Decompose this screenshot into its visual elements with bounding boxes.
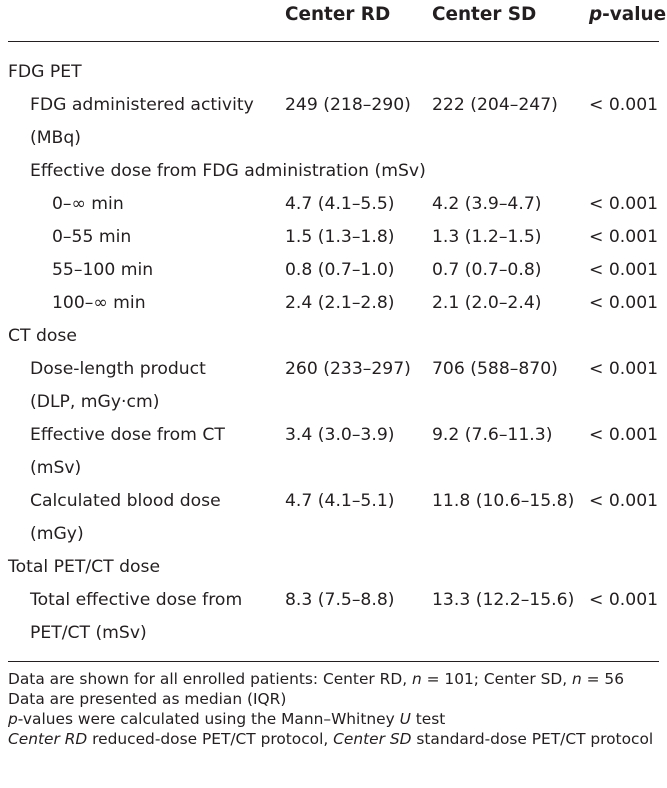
cell-p-value: < 0.001 xyxy=(589,95,659,115)
cell-center-sd: 1.3 (1.2–1.5) xyxy=(432,227,542,247)
table-row: FDG PET xyxy=(0,56,667,89)
table-row: FDG administered activity 249 (218–290) 22… xyxy=(0,89,667,122)
row-label: (mSv) xyxy=(30,458,82,478)
table-row: (MBq) xyxy=(0,122,667,155)
row-label: PET/CT (mSv) xyxy=(30,623,147,643)
cell-center-rd: 1.5 (1.3–1.8) xyxy=(285,227,395,247)
row-label: Total effective dose from xyxy=(30,590,243,610)
row-label: FDG administered activity xyxy=(30,95,254,115)
row-label: (mGy) xyxy=(30,524,84,544)
cell-center-rd: 0.8 (0.7–1.0) xyxy=(285,260,395,280)
table-row: (mGy) xyxy=(0,518,667,551)
cell-center-rd: 260 (233–297) xyxy=(285,359,411,379)
table-row: CT dose xyxy=(0,320,667,353)
table-row: 0–55 min 1.5 (1.3–1.8) 1.3 (1.2–1.5) < 0.00… xyxy=(0,221,667,254)
cell-center-sd: 9.2 (7.6–11.3) xyxy=(432,425,553,445)
row-label: Dose-length product xyxy=(30,359,206,379)
footnote-sample-sizes: Data are shown for all enrolled patients… xyxy=(8,670,625,688)
row-label: CT dose xyxy=(8,326,77,346)
cell-p-value: < 0.001 xyxy=(589,491,659,511)
cell-center-rd: 2.4 (2.1–2.8) xyxy=(285,293,395,313)
footnote-median-iqr: Data are presented as median (IQR) xyxy=(8,690,287,708)
table-row: 100–∞ min 2.4 (2.1–2.8) 2.1 (2.0–2.4) < 0.0… xyxy=(0,287,667,320)
cell-p-value: < 0.001 xyxy=(589,590,659,610)
table-row: Total PET/CT dose xyxy=(0,551,667,584)
row-label: Effective dose from FDG administration (… xyxy=(30,161,426,181)
row-label: Total PET/CT dose xyxy=(8,557,161,577)
cell-center-sd: 222 (204–247) xyxy=(432,95,558,115)
cell-p-value: < 0.001 xyxy=(589,260,659,280)
table-row: Effective dose from FDG administration (… xyxy=(0,155,667,188)
table-bottom-rule xyxy=(8,661,659,662)
cell-p-value: < 0.001 xyxy=(589,359,659,379)
row-label: (DLP, mGy·cm) xyxy=(30,392,160,412)
header-center-sd: Center SD xyxy=(432,4,537,25)
header-p-rest: -value xyxy=(602,4,667,25)
table-row: PET/CT (mSv) xyxy=(0,617,667,650)
cell-center-sd: 2.1 (2.0–2.4) xyxy=(432,293,542,313)
table-footnotes: Data are shown for all enrolled patients… xyxy=(8,669,659,749)
row-label: (MBq) xyxy=(30,128,81,148)
header-p-value: p-value xyxy=(589,4,666,25)
row-label: FDG PET xyxy=(8,62,82,82)
row-label: 0–55 min xyxy=(52,227,132,247)
cell-p-value: < 0.001 xyxy=(589,293,659,313)
row-label: 55–100 min xyxy=(52,260,154,280)
header-p-italic: p xyxy=(589,4,603,25)
cell-center-rd: 4.7 (4.1–5.1) xyxy=(285,491,395,511)
row-label: Effective dose from CT xyxy=(30,425,225,445)
header-center-rd: Center RD xyxy=(285,4,391,25)
table-row: (DLP, mGy·cm) xyxy=(0,386,667,419)
row-label: 0–∞ min xyxy=(52,194,124,214)
cell-center-rd: 4.7 (4.1–5.5) xyxy=(285,194,395,214)
row-label: 100–∞ min xyxy=(52,293,146,313)
cell-center-sd: 0.7 (0.7–0.8) xyxy=(432,260,542,280)
row-label: Calculated blood dose xyxy=(30,491,221,511)
cell-center-sd: 11.8 (10.6–15.8) xyxy=(432,491,575,511)
table-row: (mSv) xyxy=(0,452,667,485)
table-row: 0–∞ min 4.7 (4.1–5.5) 4.2 (3.9–4.7) < 0.001 xyxy=(0,188,667,221)
table-row: Dose-length product 260 (233–297) 706 (588… xyxy=(0,353,667,386)
footnote-test: p-values were calculated using the Mann–… xyxy=(8,710,446,728)
cell-p-value: < 0.001 xyxy=(589,425,659,445)
cell-p-value: < 0.001 xyxy=(589,194,659,214)
table-row: Calculated blood dose 4.7 (4.1–5.1) 11.8 (… xyxy=(0,485,667,518)
cell-center-sd: 13.3 (12.2–15.6) xyxy=(432,590,575,610)
cell-p-value: < 0.001 xyxy=(589,227,659,247)
table-row: Effective dose from CT 3.4 (3.0–3.9) 9.2 (… xyxy=(0,419,667,452)
cell-center-sd: 706 (588–870) xyxy=(432,359,558,379)
cell-center-rd: 8.3 (7.5–8.8) xyxy=(285,590,395,610)
table-top-rule xyxy=(8,41,659,42)
footnote-abbreviations: Center RD reduced-dose PET/CT protocol, … xyxy=(8,730,654,748)
table-row: Total effective dose from 8.3 (7.5–8.8) 13… xyxy=(0,584,667,617)
cell-center-sd: 4.2 (3.9–4.7) xyxy=(432,194,542,214)
table-row: 55–100 min 0.8 (0.7–1.0) 0.7 (0.7–0.8) < 0.… xyxy=(0,254,667,287)
cell-center-rd: 3.4 (3.0–3.9) xyxy=(285,425,395,445)
cell-center-rd: 249 (218–290) xyxy=(285,95,411,115)
